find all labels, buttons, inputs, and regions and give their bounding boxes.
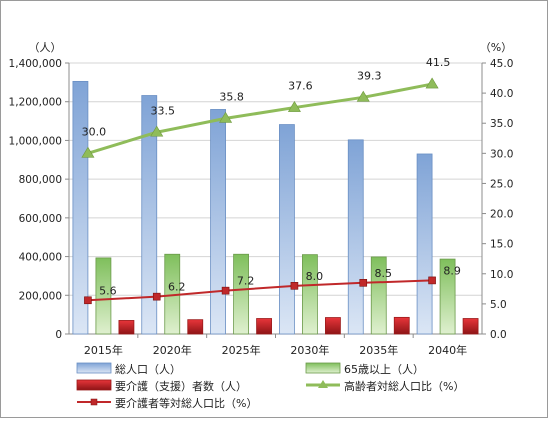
legend-aged-65-plus-swatch [305,362,341,374]
left-tick-label: 1,200,000 [9,97,62,109]
right-tick-label: 30.0 [490,148,513,160]
bar-aged-65-plus [95,257,112,335]
bar-care-recipients [118,320,135,335]
data-label-care-ratio: 8.9 [443,264,461,277]
bar-total-population [416,153,433,335]
point-care-ratio [221,286,230,295]
bar-aged-65-plus [439,258,456,335]
left-tick-label: 200,000 [19,290,62,302]
left-axis-unit: （人） [29,41,62,54]
bar-care-recipients [256,318,272,335]
legend-elderly-ratio-marker [318,380,328,388]
point-care-ratio [290,282,299,290]
legend-total-population-swatch [76,362,112,374]
left-tick-label: 400,000 [19,252,62,264]
data-label-elderly-ratio: 35.8 [219,90,244,103]
bar-total-population [72,80,89,335]
data-label-elderly-ratio: 39.3 [357,69,382,82]
left-tick-label: 1,400,000 [9,58,62,70]
data-label-elderly-ratio: 30.0 [82,125,107,138]
right-tick-label: 15.0 [490,239,513,251]
bar-care-recipients [462,318,479,335]
right-tick-label: 0.0 [490,329,507,341]
right-tick-label: 5.0 [490,299,507,311]
legend-elderly-ratio-label: 高齢者対総人口比（%） [344,379,464,393]
point-care-ratio [152,292,161,301]
point-elderly-ratio [150,125,164,137]
data-label-elderly-ratio: 33.5 [151,104,176,117]
bar-total-population [210,109,226,335]
data-label-care-ratio: 6.2 [168,281,186,294]
bar-total-population [141,95,158,335]
legend-care-recipients-swatch [76,379,112,391]
bar-aged-65-plus [370,256,387,335]
bar-total-population [279,124,295,335]
data-label-elderly-ratio: 41.5 [426,56,451,69]
x-tick-label: 2030年 [290,343,329,357]
point-elderly-ratio [287,100,301,112]
bar-aged-65-plus [302,254,318,335]
x-tick-label: 2025年 [222,343,261,357]
legend-total-population-label: 総人口（人） [115,362,181,376]
legend-aged-65-plus-label: 65歳以上（人） [344,363,424,376]
legend-care-recipients-label: 要介護（支援）者数（人） [115,379,247,393]
data-label-care-ratio: 8.5 [375,267,393,280]
x-tick-label: 2015年 [84,343,123,357]
data-label-care-ratio: 7.2 [237,275,255,288]
left-tick-label: 1,000,000 [9,135,62,147]
x-tick-label: 2020年 [153,343,192,357]
right-axis-unit: （%） [480,41,512,54]
right-tick-label: 35.0 [490,118,513,130]
point-elderly-ratio [219,111,233,123]
left-tick-label: 800,000 [19,174,62,186]
bar-care-recipients [325,317,341,335]
data-label-care-ratio: 8.0 [306,270,324,283]
point-elderly-ratio [356,90,370,102]
data-label-elderly-ratio: 37.6 [288,80,313,93]
right-tick-label: 40.0 [490,88,513,100]
data-label-care-ratio: 5.6 [99,284,117,297]
right-tick-label: 45.0 [490,58,513,70]
line-elderly-ratio [87,82,433,155]
point-care-ratio [359,279,368,287]
right-tick-label: 20.0 [490,209,513,221]
point-elderly-ratio [81,146,95,158]
bar-aged-65-plus [233,253,249,335]
line-care-ratio [87,279,433,302]
point-elderly-ratio [425,77,439,89]
right-tick-label: 25.0 [490,178,513,190]
left-tick-label: 0 [55,329,62,341]
bar-care-recipients [187,319,204,335]
x-tick-label: 2040年 [428,343,467,357]
right-tick-label: 10.0 [490,269,513,281]
legend-care-ratio-label: 要介護者等対総人口比（%） [115,396,257,410]
bar-care-recipients [393,316,410,335]
x-tick-label: 2035年 [359,343,398,357]
point-care-ratio [428,276,436,285]
point-care-ratio [84,296,92,305]
left-tick-label: 600,000 [19,213,62,225]
legend-care-ratio-marker [90,398,98,406]
bar-total-population [347,139,364,335]
